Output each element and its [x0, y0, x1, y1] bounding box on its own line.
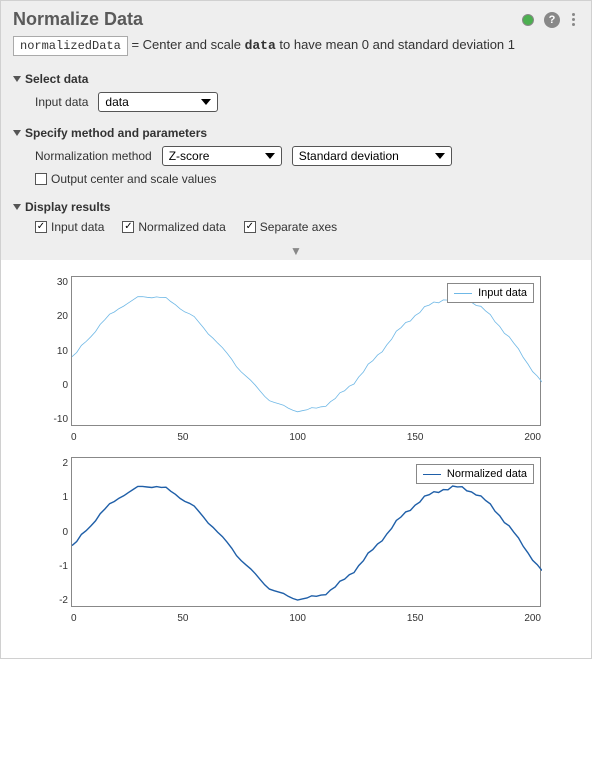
chart1-y-ticks: 3020100-10	[42, 277, 68, 425]
formula-row: normalizedData = Center and scale data t…	[1, 34, 591, 66]
chevron-down-icon	[201, 99, 211, 105]
expand-collapse-toggle[interactable]: ▼	[1, 242, 591, 260]
formula-text-post: to have mean 0 and standard deviation 1	[276, 37, 515, 52]
formula-data-word: data	[245, 38, 276, 53]
output-center-scale-checkbox[interactable]	[35, 173, 47, 185]
scale-method-select[interactable]: Standard deviation	[292, 146, 452, 166]
input-data-value: data	[105, 95, 128, 109]
chart2-y-ticks: 210-1-2	[42, 458, 68, 606]
collapse-icon	[13, 204, 21, 210]
collapse-icon	[13, 130, 21, 136]
output-center-scale-label: Output center and scale values	[51, 172, 216, 186]
chart-normalized-data: 210-1-2 Normalized data	[71, 457, 541, 607]
section-title: Specify method and parameters	[25, 126, 207, 140]
section-title: Display results	[25, 200, 110, 214]
section-select-data: Select data Input data data	[1, 66, 591, 120]
input-data-label: Input data	[35, 95, 88, 109]
norm-method-value: Z-score	[169, 149, 210, 163]
legend-line-icon	[454, 293, 472, 294]
display-input-checkbox[interactable]	[35, 221, 47, 233]
section-display: Display results Input data Normalized da…	[1, 194, 591, 242]
display-separate-axes-checkbox[interactable]	[244, 221, 256, 233]
display-normalized-label: Normalized data	[138, 220, 225, 234]
chart-area: 3020100-10 Input data 050100150200 210-1…	[1, 260, 591, 658]
help-icon[interactable]: ?	[544, 12, 560, 28]
chevron-down-icon	[265, 153, 275, 159]
norm-method-select[interactable]: Z-score	[162, 146, 282, 166]
formula-text-pre: = Center and scale	[131, 37, 244, 52]
chart2-legend: Normalized data	[416, 464, 534, 484]
output-variable-box[interactable]: normalizedData	[13, 36, 128, 56]
section-header-display[interactable]: Display results	[13, 200, 579, 214]
panel-header: Normalize Data ?	[1, 1, 591, 34]
section-method: Specify method and parameters Normalizat…	[1, 120, 591, 194]
chevron-down-icon	[435, 153, 445, 159]
legend-line-icon	[423, 474, 441, 475]
kebab-menu-icon[interactable]	[568, 11, 579, 28]
section-header-method[interactable]: Specify method and parameters	[13, 126, 579, 140]
norm-method-label: Normalization method	[35, 149, 152, 163]
chart-input-data: 3020100-10 Input data	[71, 276, 541, 426]
display-input-label: Input data	[51, 220, 104, 234]
chart2-legend-label: Normalized data	[447, 468, 527, 480]
scale-method-value: Standard deviation	[299, 149, 399, 163]
chart1-legend-label: Input data	[478, 287, 527, 299]
display-separate-axes-label: Separate axes	[260, 220, 337, 234]
section-header-select-data[interactable]: Select data	[13, 72, 579, 86]
input-data-select[interactable]: data	[98, 92, 218, 112]
chart1-x-ticks: 050100150200	[71, 430, 541, 457]
normalize-data-panel: Normalize Data ? normalizedData = Center…	[0, 0, 592, 659]
panel-title: Normalize Data	[13, 9, 522, 30]
section-title: Select data	[25, 72, 88, 86]
chart2-x-ticks: 050100150200	[71, 611, 541, 638]
status-indicator-icon	[522, 14, 534, 26]
chart1-legend: Input data	[447, 283, 534, 303]
display-normalized-checkbox[interactable]	[122, 221, 134, 233]
collapse-icon	[13, 76, 21, 82]
